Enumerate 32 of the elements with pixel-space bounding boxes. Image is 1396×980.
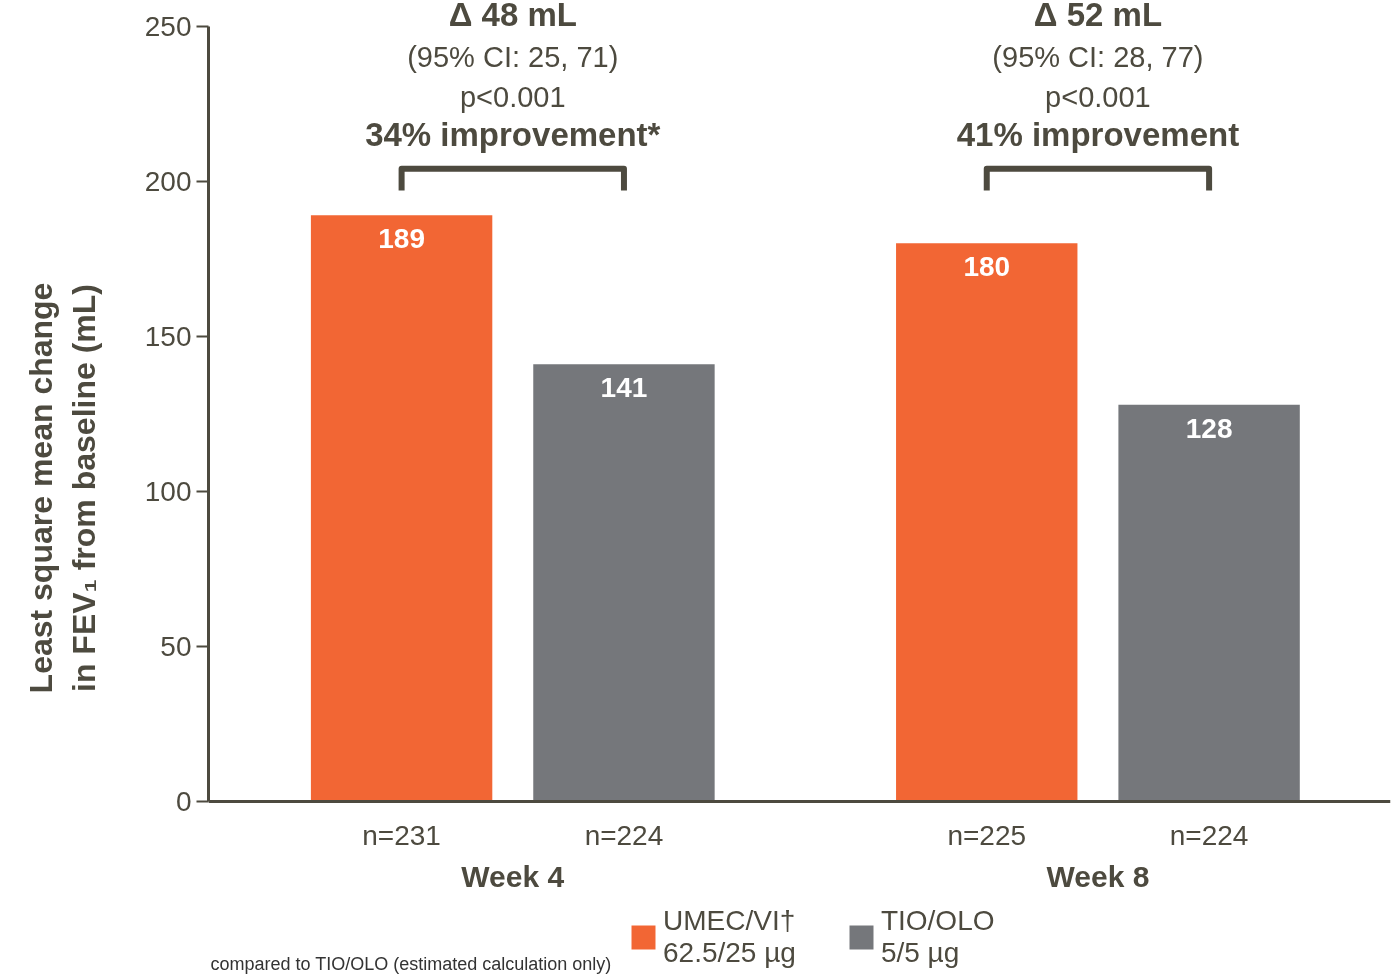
text: n=224: [584, 819, 664, 851]
y-tick-label: 100: [144, 476, 192, 508]
x-tick-label: Week 4: [461, 859, 565, 893]
y-tick-label: 250: [144, 10, 192, 42]
text: n=224: [1169, 819, 1249, 851]
y-axis-title: Least square mean change in FEV₁ from baseline (mL): [22, 282, 102, 694]
text: n=231: [362, 819, 441, 851]
annotation: 41% improvement: [956, 115, 1240, 153]
data-label: 189: [378, 223, 425, 255]
annotation: p<0.001: [459, 80, 566, 113]
y-tick-label: 50: [160, 631, 192, 663]
legend-label: UMEC/VI† 62.5/25 µg: [663, 905, 796, 969]
annotation: p<0.001: [1045, 80, 1151, 113]
y-tick-label: 150: [144, 320, 192, 352]
y-tick-label: 200: [144, 165, 192, 197]
text: compared to TIO/OLO (estimated calculation only): [210, 953, 612, 974]
bar: [896, 243, 1078, 802]
bar: [1118, 404, 1300, 802]
data-label: 180: [963, 251, 1011, 283]
annotation: Δ 48 mL: [448, 0, 577, 33]
bar: [533, 364, 715, 802]
text: n=225: [947, 819, 1027, 851]
bar: [310, 215, 493, 802]
annotation: 34% improvement*: [365, 115, 661, 153]
annotation: (95% CI: 28, 77): [992, 40, 1204, 73]
annotation: (95% CI: 25, 71): [407, 40, 619, 73]
annotation: Δ 52 mL: [1033, 0, 1163, 33]
data-label: 141: [600, 372, 648, 404]
data-label: 128: [1185, 412, 1233, 444]
x-tick-label: Week 8: [1046, 859, 1150, 893]
y-tick-label: 0: [175, 786, 192, 818]
legend-label: TIO/OLO 5/5 µg: [880, 905, 995, 969]
